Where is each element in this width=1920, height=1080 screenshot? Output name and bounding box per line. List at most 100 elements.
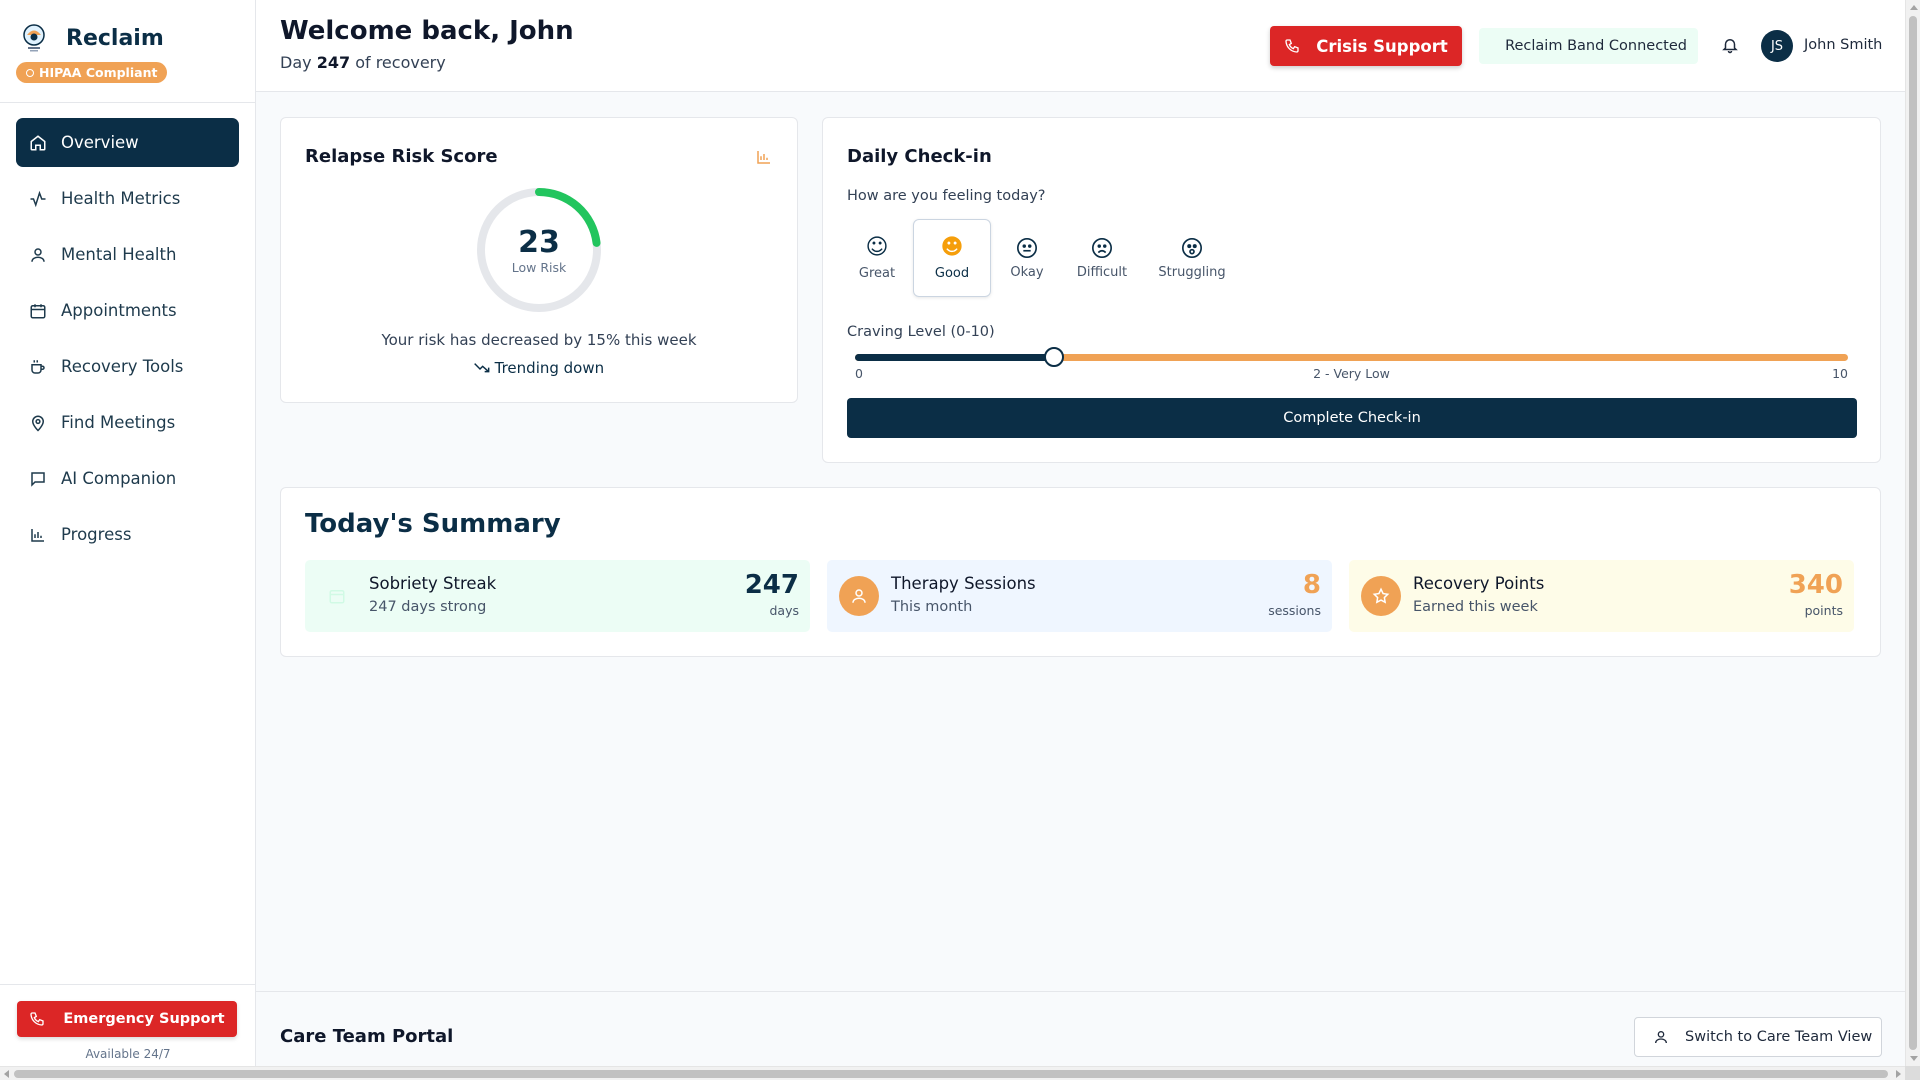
sidebar-item-label: Progress	[61, 525, 132, 544]
stat-unit: points	[1804, 603, 1843, 618]
sidebar: Reclaim HIPAA Compliant Overview Health …	[0, 0, 256, 1066]
mood-option-good[interactable]: ☻ Good	[913, 219, 991, 297]
craving-level-label: Craving Level (0-10)	[847, 324, 995, 340]
risk-score-value: 23	[518, 225, 560, 260]
anxious-face-icon	[1182, 237, 1202, 258]
mood-label: Good	[934, 265, 970, 281]
mood-label: Okay	[1010, 264, 1044, 280]
brand-block: Reclaim HIPAA Compliant	[0, 0, 255, 103]
scroll-left-icon[interactable]	[4, 1070, 9, 1078]
stat-title: Therapy Sessions	[891, 574, 1036, 593]
brand-name: Reclaim	[66, 25, 164, 51]
stat-subtitle: This month	[891, 599, 973, 615]
emergency-support-button[interactable]: Emergency Support	[17, 1001, 237, 1037]
horizontal-scrollbar[interactable]	[0, 1066, 1905, 1080]
bar-chart-icon[interactable]	[755, 148, 773, 166]
coffee-icon	[31, 359, 45, 374]
sidebar-item-health-metrics[interactable]: Health Metrics	[16, 174, 239, 223]
scrollbar-corner	[1905, 1066, 1920, 1080]
sidebar-nav: Overview Health Metrics Mental Health Ap…	[0, 103, 255, 581]
scroll-right-icon[interactable]	[1896, 1070, 1901, 1078]
stat-value: 340	[1788, 570, 1843, 600]
therapy-sessions-stat: Therapy Sessions This month 8 sessions	[827, 560, 1332, 632]
user-icon	[1655, 1031, 1667, 1044]
stat-unit: sessions	[1268, 603, 1321, 618]
sidebar-item-recovery-tools[interactable]: Recovery Tools	[16, 342, 239, 391]
risk-level-label: Low Risk	[511, 260, 567, 275]
care-team-portal-bar: Care Team Portal Switch to Care Team Vie…	[256, 991, 1905, 1066]
bar-chart-icon	[31, 528, 44, 542]
sidebar-item-appointments[interactable]: Appointments	[16, 286, 239, 335]
shield-icon	[26, 68, 34, 77]
user-icon	[31, 247, 45, 262]
risk-gauge	[477, 188, 601, 312]
switch-care-team-view-label: Switch to Care Team View	[1685, 1029, 1873, 1045]
sidebar-item-mental-health[interactable]: Mental Health	[16, 230, 239, 279]
phone-icon	[30, 1012, 45, 1026]
risk-change-message: Your risk has decreased by 15% this week	[381, 331, 697, 349]
avatar[interactable]: JS	[1761, 30, 1793, 62]
star-icon	[1361, 576, 1401, 616]
sidebar-footer: Emergency Support Available 24/7	[0, 984, 256, 1066]
sobriety-streak-stat: Sobriety Streak 247 days strong 247 days	[305, 560, 810, 632]
sidebar-item-ai-companion[interactable]: AI Companion	[16, 454, 239, 503]
craving-slider[interactable]	[855, 347, 1848, 367]
sidebar-item-overview[interactable]: Overview	[16, 118, 239, 167]
sidebar-item-label: Find Meetings	[61, 413, 176, 432]
risk-trend: Trending down	[281, 359, 797, 377]
craving-min-label: 0	[855, 366, 863, 381]
horizontal-scrollbar-thumb[interactable]	[14, 1070, 1888, 1078]
band-status-badge: Reclaim Band Connected	[1479, 28, 1698, 64]
mood-option-okay[interactable]: Okay	[997, 219, 1057, 297]
sidebar-item-progress[interactable]: Progress	[16, 510, 239, 559]
stat-unit: days	[769, 603, 799, 618]
mood-label: Struggling	[1158, 264, 1226, 280]
craving-slider-thumb[interactable]	[1043, 347, 1064, 367]
recovery-day-counter: Day 247 of recovery	[280, 53, 446, 72]
care-team-portal-title: Care Team Portal	[280, 1026, 454, 1047]
crisis-support-button[interactable]: Crisis Support	[1270, 26, 1462, 66]
sidebar-item-label: Health Metrics	[61, 189, 181, 208]
summary-title: Today's Summary	[305, 509, 561, 539]
day-number: 247	[316, 53, 351, 72]
stat-value: 8	[1302, 570, 1321, 600]
switch-care-team-view-button[interactable]: Switch to Care Team View	[1634, 1017, 1882, 1057]
mood-selector: ☺ Great ☻ Good Okay Difficult Struggling	[847, 219, 1237, 297]
vertical-scrollbar[interactable]	[1905, 0, 1920, 1066]
relapse-risk-title: Relapse Risk Score	[305, 146, 498, 167]
mood-option-struggling[interactable]: Struggling	[1147, 219, 1237, 297]
mood-question: How are you feeling today?	[847, 188, 1046, 204]
calendar-icon	[317, 576, 357, 616]
risk-trend-label: Trending down	[494, 359, 605, 377]
bell-icon[interactable]	[1721, 36, 1739, 54]
recovery-points-stat: Recovery Points Earned this week 340 poi…	[1349, 560, 1854, 632]
sidebar-item-label: Recovery Tools	[61, 357, 184, 376]
message-icon	[31, 471, 45, 487]
scroll-down-icon[interactable]	[1910, 1056, 1918, 1061]
hipaa-badge: HIPAA Compliant	[16, 62, 168, 83]
mood-label: Great	[858, 265, 896, 281]
worried-face-icon	[1092, 237, 1112, 258]
mood-option-difficult[interactable]: Difficult	[1063, 219, 1141, 297]
crisis-support-label: Crisis Support	[1316, 36, 1448, 56]
complete-checkin-button[interactable]: Complete Check-in	[847, 398, 1857, 438]
stat-subtitle: Earned this week	[1413, 599, 1538, 615]
reclaim-logo-icon	[16, 20, 52, 56]
vertical-scrollbar-thumb[interactable]	[1909, 16, 1917, 1050]
craving-max-label: 10	[1832, 366, 1848, 381]
mood-label: Difficult	[1076, 264, 1128, 280]
user-name[interactable]: John Smith	[1804, 37, 1883, 53]
day-suffix: of recovery	[355, 53, 446, 72]
mood-option-great[interactable]: ☺ Great	[847, 219, 907, 297]
sidebar-item-label: Appointments	[61, 301, 177, 320]
home-icon	[30, 134, 46, 150]
day-prefix: Day	[280, 53, 312, 72]
top-header: Welcome back, John Day 247 of recovery C…	[256, 0, 1905, 92]
emergency-support-label: Emergency Support	[63, 1011, 225, 1027]
sidebar-item-find-meetings[interactable]: Find Meetings	[16, 398, 239, 447]
stat-title: Recovery Points	[1413, 574, 1545, 593]
hipaa-badge-label: HIPAA Compliant	[39, 65, 158, 80]
sidebar-item-label: Mental Health	[61, 245, 177, 264]
phone-icon	[1285, 39, 1299, 53]
scroll-up-icon[interactable]	[1910, 5, 1918, 10]
